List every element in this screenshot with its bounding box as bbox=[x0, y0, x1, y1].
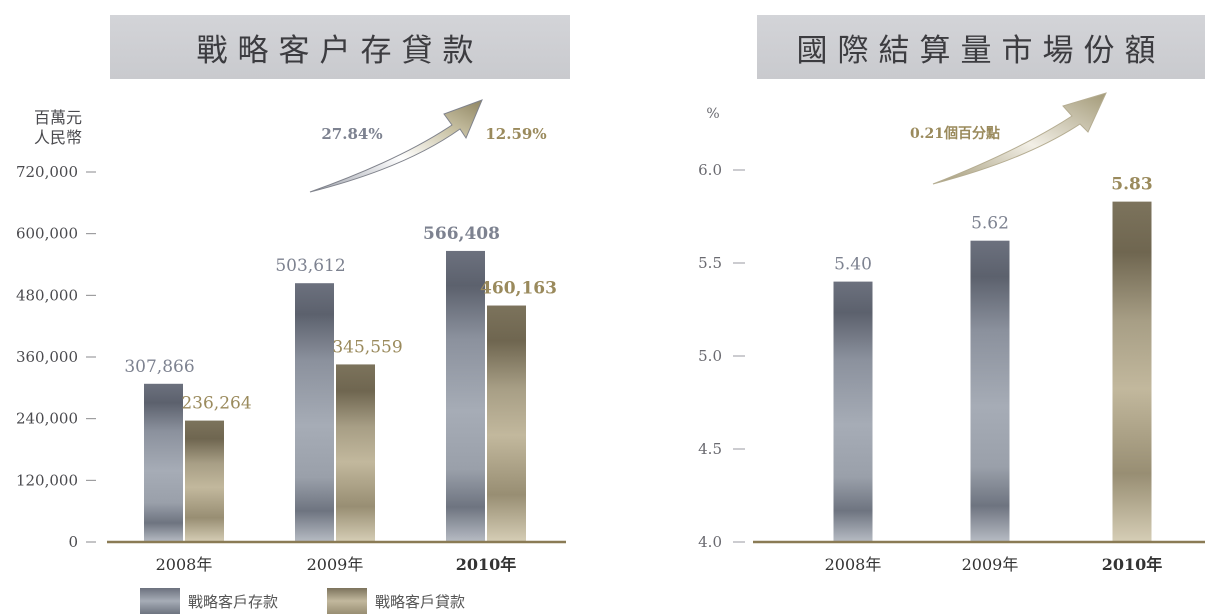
y-tick-label: 360,000 bbox=[16, 348, 78, 366]
data-label: 5.83 bbox=[1111, 175, 1152, 195]
bar-deposit bbox=[295, 283, 334, 542]
x-tick-label: 2009年 bbox=[962, 555, 1019, 574]
data-label: 307,866 bbox=[124, 357, 194, 377]
bar-market-share bbox=[970, 240, 1010, 542]
bar-loan bbox=[487, 305, 526, 542]
data-label: 503,612 bbox=[275, 256, 345, 276]
unit-label-line2: 人民幣 bbox=[34, 128, 82, 147]
data-label: 236,264 bbox=[181, 394, 251, 414]
legend-swatch-loans bbox=[327, 588, 367, 614]
x-tick-label: 2008年 bbox=[825, 555, 882, 574]
growth-arrow-right bbox=[932, 92, 1107, 185]
bar-market-share bbox=[1112, 201, 1152, 542]
data-label: 345,559 bbox=[332, 337, 402, 357]
bar-deposit bbox=[446, 250, 485, 542]
y-tick-label: 4.0 bbox=[698, 533, 722, 551]
bar-loan bbox=[185, 420, 224, 542]
x-tick-label: 2010年 bbox=[456, 555, 517, 574]
y-tick-label: 5.0 bbox=[698, 347, 722, 365]
y-tick-label: 240,000 bbox=[16, 410, 78, 428]
annotation-deposit-growth: 27.84% bbox=[321, 125, 382, 143]
bar-loan bbox=[336, 364, 375, 542]
y-tick-label: 6.0 bbox=[698, 161, 722, 179]
y-tick-label: 120,000 bbox=[16, 471, 78, 489]
chart-title-left: 戰略客户存貸款 bbox=[110, 15, 570, 79]
legend-item-deposits: 戰略客戶存款 bbox=[140, 588, 278, 614]
annotation-share-growth: 0.21個百分點 bbox=[910, 125, 1000, 142]
y-tick-label: 600,000 bbox=[16, 225, 78, 243]
y-tick-label: 480,000 bbox=[16, 286, 78, 304]
y-tick-label: 0 bbox=[68, 533, 78, 551]
x-tick-label: 2010年 bbox=[1102, 555, 1163, 574]
market-share-chart: 4.0 4.5 5.0 5.5 6.0 5.40 5.62 5.83 2008年 2009年 201… bbox=[698, 161, 1205, 574]
data-label: 5.40 bbox=[834, 255, 872, 275]
bar-deposit bbox=[144, 383, 183, 542]
chart-title-right: 國際結算量市場份額 bbox=[757, 15, 1205, 79]
x-tick-label: 2009年 bbox=[307, 555, 364, 574]
unit-label-percent: % bbox=[706, 106, 719, 122]
legend-label-loans: 戰略客戶貸款 bbox=[375, 592, 466, 611]
deposit-loan-chart: 0 120,000 240,000 360,000 480,000 600,000 720,… bbox=[16, 163, 566, 574]
data-label: 5.62 bbox=[971, 214, 1009, 234]
legend-item-loans: 戰略客戶貸款 bbox=[327, 588, 465, 614]
bar-market-share bbox=[833, 281, 873, 542]
legend-swatch-deposits bbox=[140, 588, 180, 614]
annotation-loan-growth: 12.59% bbox=[485, 125, 546, 143]
x-tick-label: 2008年 bbox=[156, 555, 213, 574]
y-tick-label: 5.5 bbox=[698, 254, 722, 272]
data-label: 460,163 bbox=[480, 279, 557, 299]
y-tick-label: 4.5 bbox=[698, 440, 722, 458]
legend-label-deposits: 戰略客戶存款 bbox=[188, 592, 279, 611]
unit-label-line1: 百萬元 bbox=[34, 108, 82, 127]
growth-arrow-left bbox=[309, 99, 483, 193]
y-tick-label: 720,000 bbox=[16, 163, 78, 181]
data-label: 566,408 bbox=[423, 224, 500, 244]
